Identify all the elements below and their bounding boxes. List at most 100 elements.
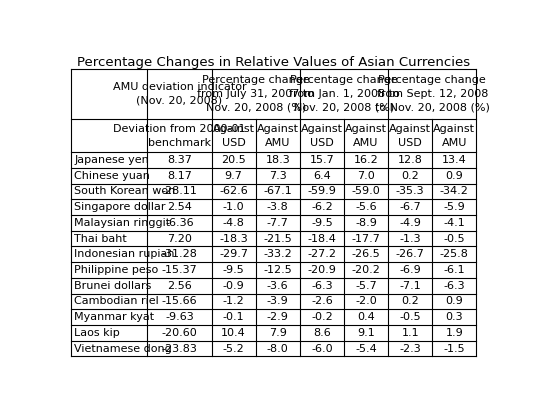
Text: -4.1: -4.1	[444, 218, 465, 228]
Text: -4.9: -4.9	[399, 218, 421, 228]
Text: -3.6: -3.6	[267, 281, 288, 291]
Text: -18.3: -18.3	[219, 234, 248, 244]
Text: -9.5: -9.5	[223, 265, 245, 275]
Text: 7.3: 7.3	[269, 171, 287, 181]
Text: -59.9: -59.9	[308, 186, 336, 196]
Text: Against
AMU: Against AMU	[257, 124, 299, 147]
Text: 9.1: 9.1	[357, 328, 375, 338]
Text: -0.5: -0.5	[399, 312, 421, 322]
Text: 2.56: 2.56	[167, 281, 192, 291]
Text: -2.9: -2.9	[267, 312, 289, 322]
Text: -5.2: -5.2	[223, 343, 245, 354]
Text: 16.2: 16.2	[354, 155, 379, 165]
Text: -2.0: -2.0	[355, 297, 377, 307]
Text: -29.7: -29.7	[219, 249, 248, 259]
Text: -6.3: -6.3	[444, 281, 465, 291]
Text: -59.0: -59.0	[352, 186, 380, 196]
Text: -8.0: -8.0	[267, 343, 288, 354]
Text: -0.9: -0.9	[223, 281, 245, 291]
Text: Vietnamese dong: Vietnamese dong	[74, 343, 172, 354]
Text: -5.9: -5.9	[444, 202, 465, 212]
Text: South Korean won: South Korean won	[74, 186, 176, 196]
Text: 8.37: 8.37	[167, 155, 192, 165]
Text: -6.1: -6.1	[444, 265, 465, 275]
Text: -15.66: -15.66	[162, 297, 197, 307]
Text: 8.6: 8.6	[313, 328, 331, 338]
Text: -0.5: -0.5	[444, 234, 465, 244]
Text: 12.8: 12.8	[398, 155, 423, 165]
Text: -0.2: -0.2	[311, 312, 333, 322]
Text: -34.2: -34.2	[440, 186, 469, 196]
Text: -62.6: -62.6	[219, 186, 248, 196]
Text: -3.8: -3.8	[267, 202, 288, 212]
Text: -25.8: -25.8	[440, 249, 469, 259]
Text: 18.3: 18.3	[265, 155, 290, 165]
Text: Malaysian ringgit: Malaysian ringgit	[74, 218, 170, 228]
Text: 20.5: 20.5	[221, 155, 246, 165]
Text: Philippine peso: Philippine peso	[74, 265, 159, 275]
Text: Deviation from 2000-01
benchmark: Deviation from 2000-01 benchmark	[113, 124, 246, 147]
Text: -5.4: -5.4	[355, 343, 377, 354]
Text: Against
AMU: Against AMU	[434, 124, 475, 147]
Text: -28.11: -28.11	[161, 186, 197, 196]
Text: -1.5: -1.5	[444, 343, 465, 354]
Text: 0.4: 0.4	[357, 312, 375, 322]
Text: -33.2: -33.2	[263, 249, 292, 259]
Text: -27.2: -27.2	[308, 249, 336, 259]
Text: Brunei dollars: Brunei dollars	[74, 281, 152, 291]
Text: 13.4: 13.4	[442, 155, 467, 165]
Text: 7.20: 7.20	[167, 234, 192, 244]
Text: -17.7: -17.7	[351, 234, 381, 244]
Text: 15.7: 15.7	[310, 155, 334, 165]
Text: 6.4: 6.4	[313, 171, 331, 181]
Text: -6.3: -6.3	[311, 281, 333, 291]
Text: Against
USD: Against USD	[301, 124, 343, 147]
Text: 10.4: 10.4	[221, 328, 246, 338]
Text: 2.54: 2.54	[167, 202, 192, 212]
Text: 1.1: 1.1	[402, 328, 419, 338]
Text: Percentage change
from July 31, 2007 to
Nov. 20, 2008 (%): Percentage change from July 31, 2007 to …	[197, 75, 314, 113]
Text: -2.3: -2.3	[399, 343, 421, 354]
Text: -31.28: -31.28	[161, 249, 197, 259]
Text: -20.2: -20.2	[351, 265, 381, 275]
Text: Cambodian riel: Cambodian riel	[74, 297, 159, 307]
Text: -8.9: -8.9	[355, 218, 377, 228]
Text: -12.5: -12.5	[263, 265, 292, 275]
Text: -6.2: -6.2	[311, 202, 333, 212]
Text: AMU deviation indicator
(Nov. 20, 2008): AMU deviation indicator (Nov. 20, 2008)	[113, 82, 246, 106]
Text: Percentage change
from Jan. 1, 2008 to
Nov. 20, 2008 (%): Percentage change from Jan. 1, 2008 to N…	[288, 75, 399, 113]
Text: -4.8: -4.8	[223, 218, 245, 228]
Text: -5.7: -5.7	[355, 281, 377, 291]
Text: 7.0: 7.0	[357, 171, 375, 181]
Text: Against
USD: Against USD	[213, 124, 255, 147]
Text: -1.2: -1.2	[223, 297, 245, 307]
Text: 0.2: 0.2	[402, 171, 419, 181]
Text: -18.4: -18.4	[308, 234, 336, 244]
Text: 9.7: 9.7	[225, 171, 242, 181]
Text: -20.60: -20.60	[161, 328, 197, 338]
Text: Percentage Changes in Relative Values of Asian Currencies: Percentage Changes in Relative Values of…	[77, 56, 470, 69]
Text: -7.1: -7.1	[399, 281, 421, 291]
Text: -67.1: -67.1	[263, 186, 292, 196]
Text: Thai baht: Thai baht	[74, 234, 127, 244]
Text: Against
AMU: Against AMU	[345, 124, 387, 147]
Text: -26.7: -26.7	[396, 249, 425, 259]
Text: -1.3: -1.3	[399, 234, 421, 244]
Text: 0.9: 0.9	[445, 171, 464, 181]
Text: Singapore dollar: Singapore dollar	[74, 202, 166, 212]
Text: 0.2: 0.2	[402, 297, 419, 307]
Text: -15.37: -15.37	[161, 265, 197, 275]
Text: -6.36: -6.36	[165, 218, 194, 228]
Text: -2.6: -2.6	[311, 297, 333, 307]
Text: 7.9: 7.9	[269, 328, 287, 338]
Text: -9.5: -9.5	[311, 218, 333, 228]
Text: -6.9: -6.9	[399, 265, 421, 275]
Text: -35.3: -35.3	[396, 186, 425, 196]
Text: 1.9: 1.9	[445, 328, 464, 338]
Text: -21.5: -21.5	[263, 234, 292, 244]
Text: Against
USD: Against USD	[389, 124, 431, 147]
Text: -6.0: -6.0	[311, 343, 333, 354]
Text: -26.5: -26.5	[352, 249, 380, 259]
Text: 8.17: 8.17	[167, 171, 192, 181]
Text: Chinese yuan: Chinese yuan	[74, 171, 150, 181]
